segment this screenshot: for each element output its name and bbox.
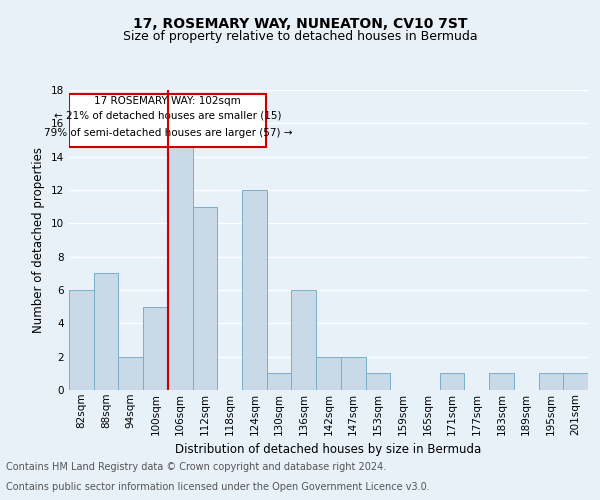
Bar [341, 356, 365, 390]
Bar [118, 356, 143, 390]
Bar [563, 374, 588, 390]
FancyBboxPatch shape [70, 94, 266, 146]
Text: 79% of semi-detached houses are larger (57) →: 79% of semi-detached houses are larger (… [44, 128, 292, 138]
Bar [168, 140, 193, 390]
Bar [193, 206, 217, 390]
Text: Contains public sector information licensed under the Open Government Licence v3: Contains public sector information licen… [6, 482, 430, 492]
Bar [292, 290, 316, 390]
Text: ← 21% of detached houses are smaller (15): ← 21% of detached houses are smaller (15… [54, 111, 281, 121]
Text: Contains HM Land Registry data © Crown copyright and database right 2024.: Contains HM Land Registry data © Crown c… [6, 462, 386, 472]
Bar [267, 374, 292, 390]
Text: 17, ROSEMARY WAY, NUNEATON, CV10 7ST: 17, ROSEMARY WAY, NUNEATON, CV10 7ST [133, 18, 467, 32]
Y-axis label: Number of detached properties: Number of detached properties [32, 147, 46, 333]
Bar [440, 374, 464, 390]
Text: Size of property relative to detached houses in Bermuda: Size of property relative to detached ho… [122, 30, 478, 43]
Bar [94, 274, 118, 390]
Bar [539, 374, 563, 390]
Bar [69, 290, 94, 390]
Bar [316, 356, 341, 390]
Bar [242, 190, 267, 390]
Bar [143, 306, 168, 390]
Bar [489, 374, 514, 390]
Bar [365, 374, 390, 390]
X-axis label: Distribution of detached houses by size in Bermuda: Distribution of detached houses by size … [175, 443, 482, 456]
Text: 17 ROSEMARY WAY: 102sqm: 17 ROSEMARY WAY: 102sqm [94, 96, 241, 106]
